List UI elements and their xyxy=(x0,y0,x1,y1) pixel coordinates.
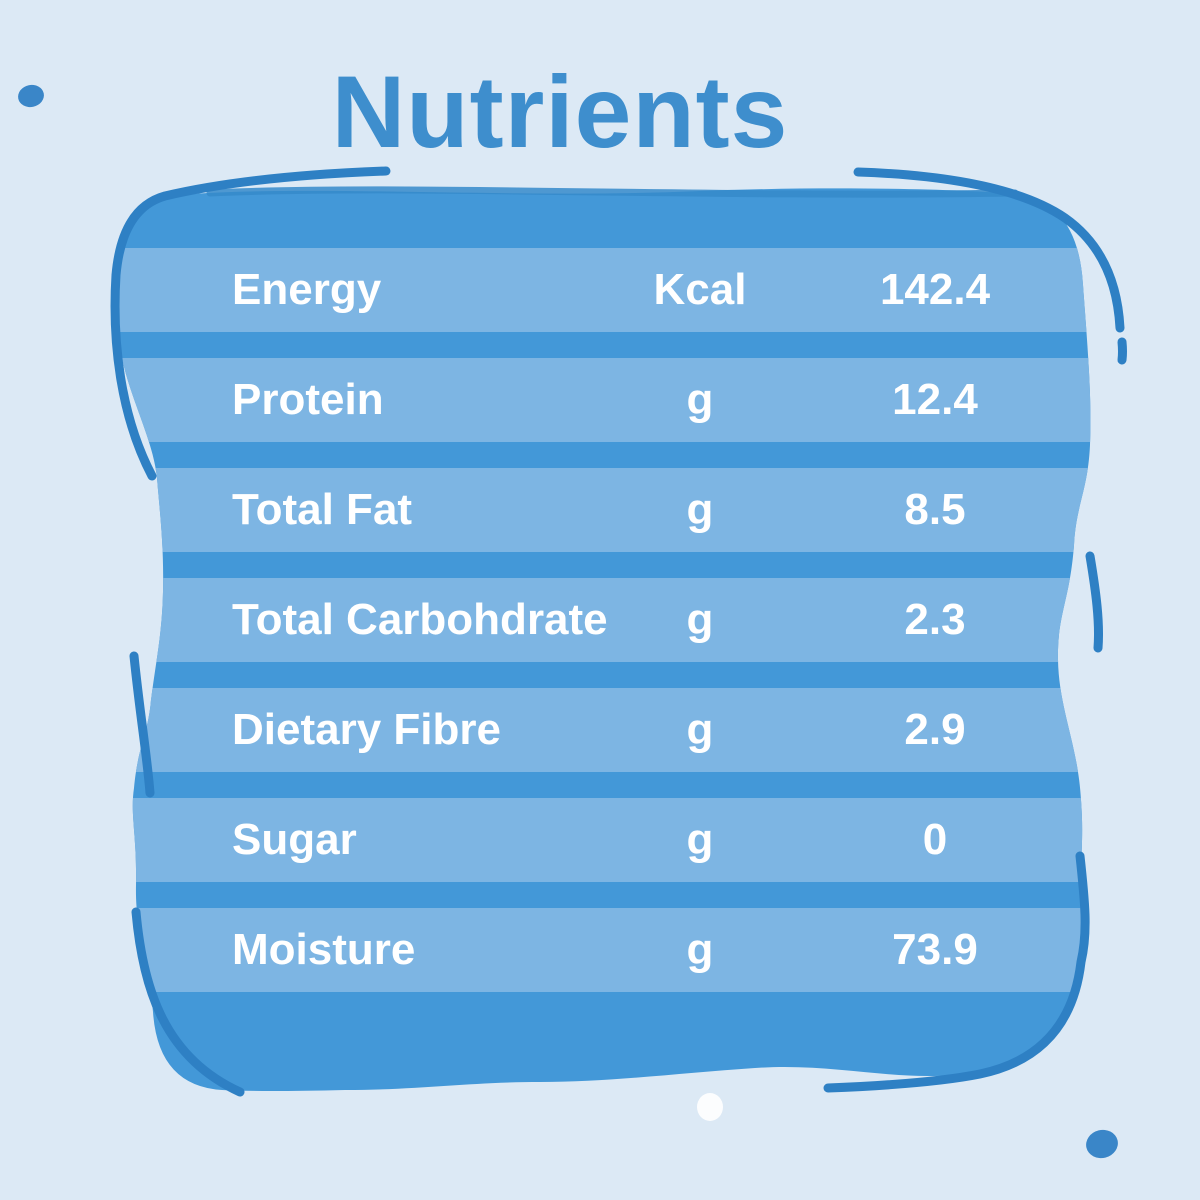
outline-top-right-dash xyxy=(1117,337,1127,365)
nutrients-table: Energy Kcal 142.4 Protein g 12.4 Total F… xyxy=(150,0,1060,1200)
nutrient-label: Total Carbohdrate xyxy=(232,595,608,644)
outline-right-dash xyxy=(1085,551,1104,653)
table-row: Energy Kcal 142.4 xyxy=(150,248,1060,332)
outline-bottom-left xyxy=(131,907,245,1097)
table-row: Protein g 12.4 xyxy=(150,358,1060,442)
table-row: Moisture g 73.9 xyxy=(150,908,1060,992)
nutrient-unit: g xyxy=(686,815,714,864)
row-stripe xyxy=(113,468,1091,552)
nutrient-unit: g xyxy=(686,485,714,534)
row-stripe xyxy=(113,688,1091,772)
page-title: Nutrients xyxy=(331,55,789,169)
row-stripe xyxy=(113,358,1091,442)
nutrient-label: Sugar xyxy=(232,815,357,864)
hand-drawn-outline xyxy=(110,166,1127,1097)
nutrient-label: Moisture xyxy=(232,925,416,974)
table-row: Total Carbohdrate g 2.3 xyxy=(150,578,1060,662)
nutrient-unit: g xyxy=(686,595,714,644)
nutrient-value: 142.4 xyxy=(879,265,991,314)
outline-top-right xyxy=(853,167,1125,333)
table-row: Total Fat g 8.5 xyxy=(150,468,1060,552)
nutrient-value: 0 xyxy=(922,815,948,864)
row-stripe xyxy=(113,578,1091,662)
nutrient-value: 8.5 xyxy=(904,485,966,534)
nutrient-label: Total Fat xyxy=(232,485,413,534)
outline-left-dash xyxy=(129,651,155,798)
nutrient-value: 2.3 xyxy=(904,595,966,644)
nutrient-unit: Kcal xyxy=(653,265,747,314)
nutrient-unit: g xyxy=(686,705,714,754)
nutrient-label: Energy xyxy=(232,265,382,314)
nutrient-unit: g xyxy=(686,925,714,974)
nutrient-label: Protein xyxy=(232,375,384,424)
row-stripe xyxy=(113,908,1091,992)
outline-top-left xyxy=(110,166,391,481)
white-dot-bottom-center xyxy=(697,1093,723,1121)
row-stripe xyxy=(113,248,1091,332)
row-stripe xyxy=(113,798,1091,882)
table-row: Dietary Fibre g 2.9 xyxy=(150,688,1060,772)
nutrient-value: 2.9 xyxy=(904,705,966,754)
blue-dot-bottom-right xyxy=(1086,1129,1118,1159)
table-row: Sugar g 0 xyxy=(150,798,1060,882)
outline-bottom-right xyxy=(823,851,1090,1093)
row-stripes xyxy=(113,248,1091,992)
nutrient-value: 12.4 xyxy=(892,375,978,424)
nutrient-label: Dietary Fibre xyxy=(232,705,501,754)
nutrient-unit: g xyxy=(686,375,714,424)
blue-dot-top-left xyxy=(18,84,44,108)
card-top-edge-accent xyxy=(206,186,1019,198)
nutrient-value: 73.9 xyxy=(892,925,978,974)
